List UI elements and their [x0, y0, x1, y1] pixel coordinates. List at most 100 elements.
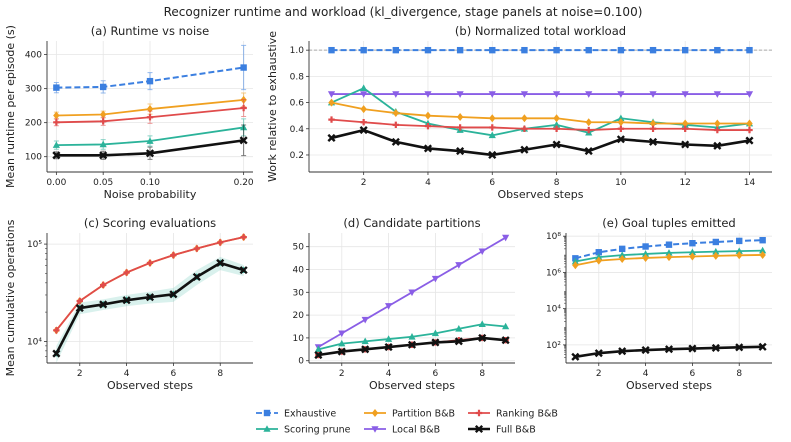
- point-scoring-prune-b: [617, 114, 625, 122]
- y-tick-label: 40: [293, 265, 305, 275]
- x-tick-label: 2: [596, 369, 602, 379]
- point-local-bandb-d: [431, 275, 440, 283]
- y-tick-label: 50: [293, 243, 305, 253]
- point-exhaustive-b: [714, 46, 721, 54]
- point-exhaustive-b: [360, 46, 367, 54]
- x-axis-label-b: Observed steps: [498, 188, 584, 201]
- point-full-bandb-b: [488, 150, 497, 160]
- line-partition-bandb-c: [55, 236, 244, 331]
- point-ranking-bandb-c: [76, 297, 83, 305]
- series-ranking-bandb-b: [328, 116, 753, 134]
- legend-entry-exhaustive: Exhaustive: [256, 409, 336, 420]
- y-tick-label: 300: [25, 85, 42, 95]
- point-exhaustive-e: [759, 237, 766, 244]
- point-local-bandb-d: [338, 330, 346, 338]
- x-axis-label-a: Noise probability: [104, 188, 197, 201]
- point-scoring-prune-b: [488, 131, 496, 139]
- x-tick-label: 0.20: [234, 178, 254, 188]
- point-ranking-bandb-b: [553, 125, 560, 132]
- point-partition-bandb-b: [328, 98, 335, 107]
- line-exhaustive-a: [56, 66, 244, 89]
- y-tick-label: 100: [25, 153, 42, 163]
- y-tick-label: 10: [293, 334, 305, 344]
- point-ranking-bandb-b: [746, 126, 753, 134]
- series-scoring-prune-e: [571, 246, 767, 265]
- x-tick-label: 4: [124, 369, 130, 379]
- point-ranking-bandb-c: [123, 269, 130, 276]
- point-scoring-prune-e: [759, 246, 767, 254]
- point-full-bandb-c: [239, 266, 248, 275]
- x-tick-label: 6: [489, 178, 495, 188]
- point-local-bandb-d: [408, 289, 416, 297]
- panel-b: 2 4 6 8 10 12 14 0.2 0.4 0.6 0.8 1.0 (b) Normalized …: [266, 24, 772, 201]
- point-full-bandb-c: [145, 293, 155, 302]
- panel-title-d: (d) Candidate partitions: [343, 216, 480, 230]
- line-full-bandb-b: [331, 128, 750, 157]
- point-full-bandb-c: [192, 272, 201, 281]
- x-tick-label: 2: [361, 178, 367, 188]
- point-scoring-prune-a: [146, 137, 154, 144]
- point-full-bandb-a: [99, 151, 108, 160]
- point-full-bandb-d: [337, 347, 346, 356]
- point-full-bandb-b: [520, 145, 529, 154]
- y-tick-label: 0.2: [290, 151, 304, 161]
- y-tick-label: 10²: [546, 341, 561, 351]
- point-full-bandb-a: [239, 136, 248, 145]
- point-local-bandb-b: [360, 91, 368, 98]
- point-partition-bandb-b: [617, 118, 625, 127]
- point-partition-bandb-e: [736, 251, 743, 260]
- y-tick-label: 20: [293, 311, 305, 321]
- point-full-bandb-c: [169, 290, 178, 299]
- point-full-bandb-e: [618, 347, 627, 356]
- ticks-e: 2 4 6 8 10² 10⁴ 10⁶ 10⁸: [546, 232, 742, 379]
- point-partition-bandb-b: [521, 114, 528, 123]
- series-group-a: [52, 44, 248, 160]
- point-full-bandb-d: [454, 337, 463, 346]
- point-exhaustive-a: [240, 64, 247, 71]
- y-tick-label: 1.0: [290, 46, 305, 56]
- point-full-bandb-e: [735, 343, 744, 352]
- point-local-bandb-b: [713, 91, 721, 98]
- grid-b: [309, 41, 772, 172]
- point-scoring-prune-d: [431, 329, 440, 337]
- point-full-bandb-b: [584, 146, 593, 156]
- y-tick-label: 0.4: [290, 125, 305, 135]
- x-tick-label: 4: [643, 369, 649, 379]
- ticks-d: 2 4 6 8 0 10 20 30 40 50: [293, 243, 486, 379]
- point-full-bandb-d: [314, 350, 323, 360]
- panel-d: 2 4 6 8 0 10 20 30 40 50 (d) Candidate partitions O…: [293, 216, 515, 392]
- point-local-bandb-b: [681, 91, 689, 98]
- line-ranking-bandb-c: [55, 236, 244, 331]
- x-axis-label-e: Observed steps: [626, 379, 712, 392]
- ticks-b: 2 4 6 8 10 12 14 0.2 0.4 0.6 0.8 1.0: [290, 46, 756, 188]
- point-full-bandb-c: [75, 304, 84, 313]
- point-full-bandb-a: [145, 149, 155, 158]
- point-local-bandb-b: [488, 91, 496, 98]
- point-ranking-bandb-b: [681, 125, 689, 132]
- figure-title: Recognizer runtime and workload (kl_dive…: [164, 5, 643, 19]
- point-exhaustive-b: [521, 46, 528, 54]
- point-ranking-bandb-b: [521, 125, 528, 132]
- panel-title-e: (e) Goal tuples emitted: [602, 216, 735, 230]
- x-tick-label: 6: [433, 369, 439, 379]
- point-full-bandb-b: [648, 137, 658, 146]
- point-ranking-bandb-c: [53, 327, 60, 334]
- point-ranking-bandb-c: [99, 281, 107, 289]
- point-local-bandb-b: [327, 91, 336, 98]
- point-full-bandb-b: [423, 144, 433, 153]
- point-partition-bandb-e: [665, 253, 673, 262]
- line-scoring-prune-a: [56, 126, 244, 147]
- point-scoring-prune-b: [360, 84, 368, 91]
- legend-label: Local B&B: [392, 425, 440, 436]
- point-exhaustive-e: [736, 237, 743, 245]
- series-local-bandb-b: [327, 91, 754, 98]
- point-ranking-bandb-b: [424, 122, 432, 130]
- legend-entry-local-bandb: Local B&B: [364, 425, 440, 436]
- x-tick-label: 2: [339, 369, 345, 379]
- series-ranking-bandb-c: [53, 233, 247, 334]
- y-axis-label-a: Mean runtime per episode (s): [4, 25, 17, 188]
- point-scoring-prune-e: [571, 257, 579, 265]
- point-exhaustive-a: [53, 84, 60, 91]
- point-local-bandb-b: [585, 91, 593, 98]
- series-local-bandb-d: [314, 234, 510, 351]
